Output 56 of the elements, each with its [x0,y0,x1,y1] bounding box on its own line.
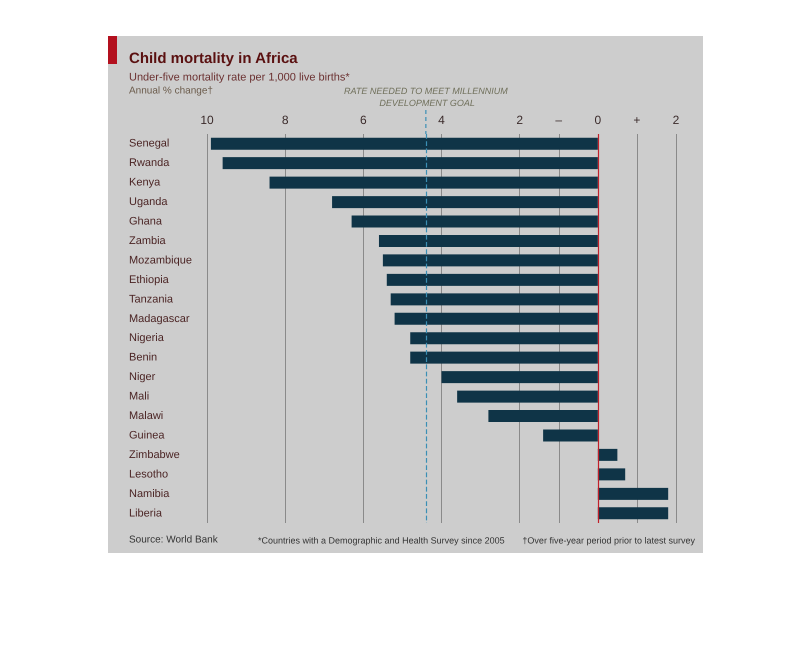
y-tick-label: Niger [129,371,156,384]
y-tick-label: Ethiopia [129,274,170,286]
bar [543,429,598,442]
bar [394,312,598,325]
y-tick-label: Madagascar [129,312,190,325]
y-tick-label: Nigeria [129,332,165,344]
bar [332,196,598,208]
bar [457,390,598,403]
text: †Over five-year period prior to latest survey [522,536,696,546]
x-tick-label: 4 [438,113,446,127]
bar [386,274,598,286]
y-tick-label: Tanzania [129,293,174,306]
bar [598,468,626,480]
y-tick-label: Senegal [129,138,170,150]
x-tick-label: 2 [672,113,680,127]
y-tick-label: Malawi [129,410,164,422]
y-tick-label: Ghana [129,216,163,228]
bar [442,371,598,384]
source-note: Source: World Bank [129,534,219,546]
bar [488,410,598,422]
y-tick-label: Lesotho [129,468,168,480]
y-tick-label: Guinea [129,429,166,442]
y-tick-label: Liberia [129,507,163,520]
bar [270,176,598,189]
bar [410,332,598,344]
bar [222,157,598,170]
y-tick-label: Mali [129,390,150,403]
x-tick-label: + [633,113,640,127]
ref-line-label: RATE NEEDED TO MEET MILLENNIUM DEVELOPMENT GOAL [344,86,508,108]
y-tick-label: Mozambique [129,254,192,266]
chart-title: Child mortality in Africa [129,50,298,67]
y-tick-label: Zambia [129,234,167,247]
x-tick-label: – [555,113,562,127]
bar [598,507,668,520]
x-tick-label: 0 [594,113,602,127]
y-tick-label: Rwanda [129,157,170,170]
chart-subtitle: Under-five mortality rate per 1,000 live births* [129,72,350,84]
y-tick-label: Kenya [129,176,162,189]
x-tick-label: 6 [360,113,367,127]
bar [598,448,618,461]
bar [378,234,598,247]
y-tick-label: Namibia [129,488,170,500]
bar [390,293,598,306]
y-tick-label: Zimbabwe [129,448,180,461]
x-tick-label: 8 [282,113,289,127]
bar [410,352,598,364]
x-tick-label: 10 [200,113,214,127]
x-axis-title: Annual % change† [129,86,213,96]
text: *Countries with a Demographic and Health Survey since 2005 [258,536,505,546]
bar [382,254,598,266]
y-tick-label: Uganda [129,196,168,208]
y-tick-label: Benin [129,352,158,364]
bar [210,138,598,150]
x-tick-label: 2 [516,113,524,127]
bar [598,488,668,500]
bar [352,216,598,228]
